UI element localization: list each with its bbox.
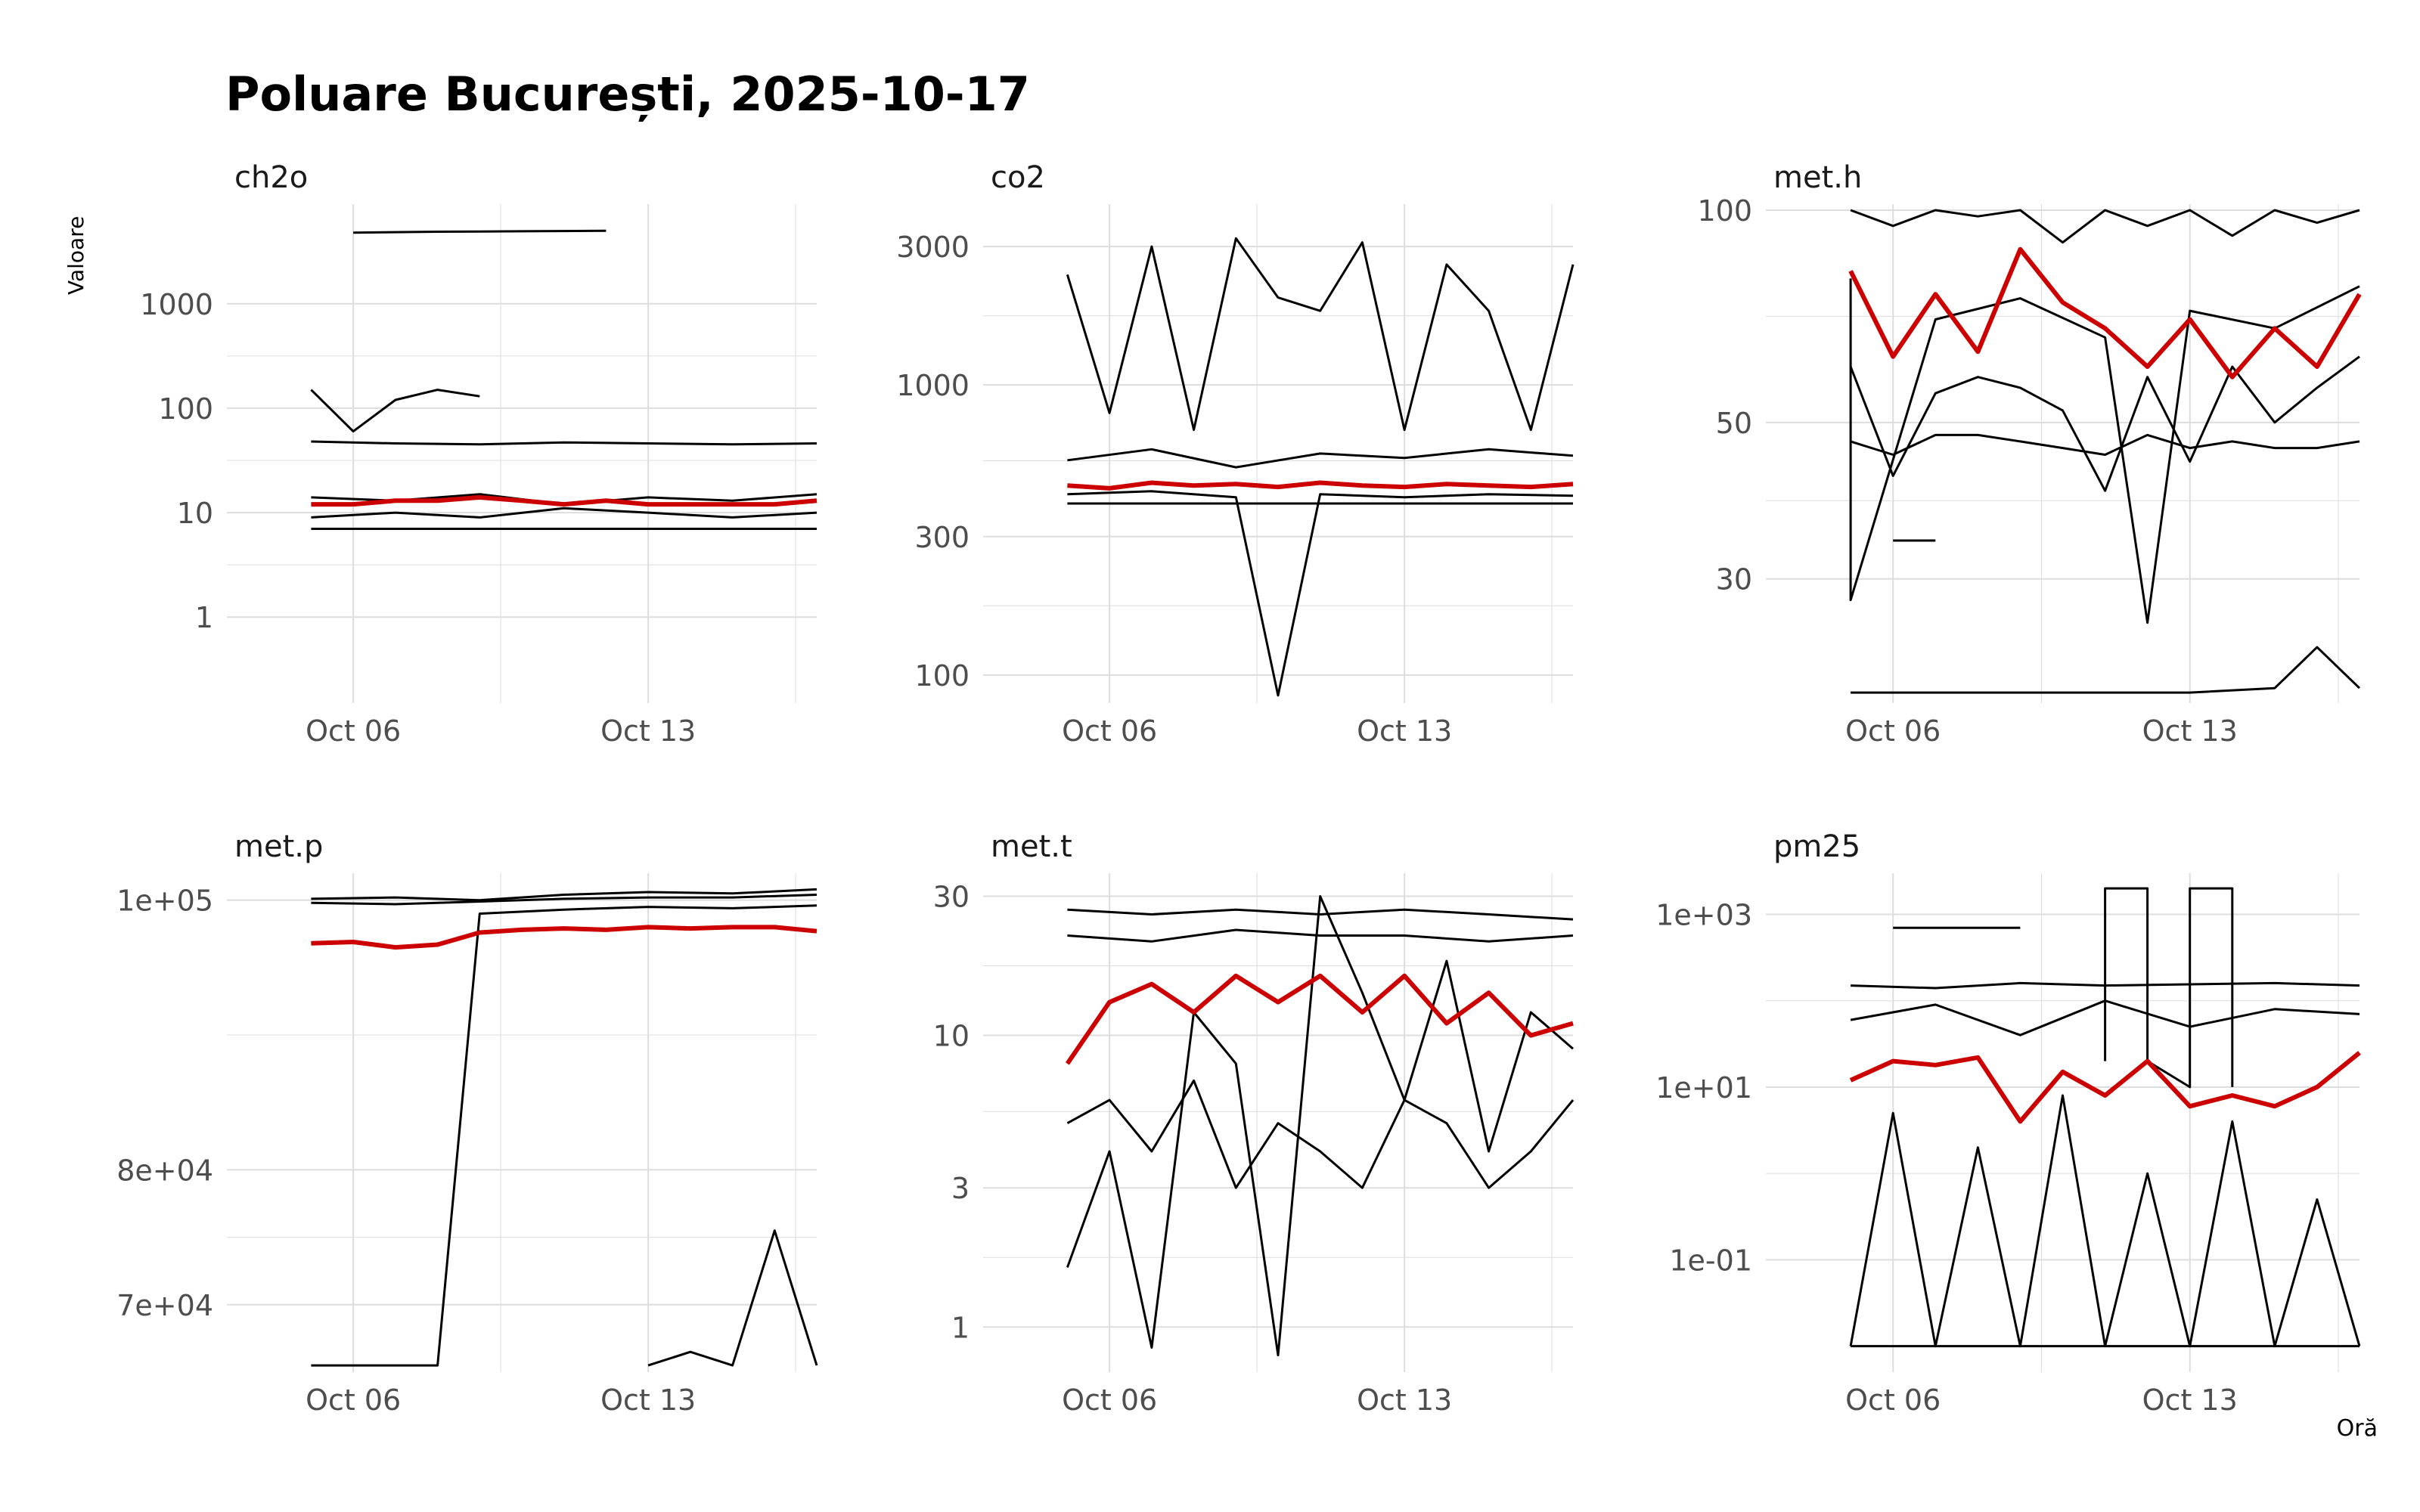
y-tick-label: 30 (933, 881, 970, 914)
sensor-series-line (1850, 209, 2360, 244)
y-tick-label: 3 (951, 1172, 970, 1205)
x-tick-label: Oct 13 (1357, 714, 1452, 748)
x-tick-label: Oct 13 (600, 1383, 696, 1417)
x-tick-label: Oct 06 (306, 1383, 401, 1417)
y-tick-label: 1000 (896, 369, 970, 402)
y-tick-label: 1 (195, 601, 213, 634)
y-tick-label: 10 (177, 497, 213, 530)
sensor-series-line (1849, 1094, 2361, 1348)
sensor-series-line (353, 229, 607, 234)
facet-label: co2 (991, 160, 1045, 195)
sensor-series-line (1849, 278, 2360, 624)
y-tick-label: 1 (951, 1311, 970, 1344)
facet-met-h: met.h 30 50 100 Oct 06 Oct 13 (1697, 160, 2362, 748)
sensor-series-line (2104, 887, 2234, 1089)
y-tick-label: 100 (914, 659, 970, 692)
mean-series-line (1848, 246, 2362, 380)
facet-met-t: met.t 1 3 10 30 Oct 06 Oct 13 (933, 829, 1575, 1417)
y-tick-label: 3000 (896, 231, 970, 264)
x-tick-label: Oct 13 (2142, 714, 2238, 748)
y-tick-label: 300 (914, 521, 970, 554)
x-tick-label: Oct 13 (1357, 1383, 1452, 1417)
y-tick-label: 1e+03 (1655, 898, 1752, 931)
x-tick-label: Oct 06 (1062, 1383, 1157, 1417)
y-tick-label: 7e+04 (116, 1289, 213, 1322)
sensor-series-line (311, 440, 818, 446)
y-tick-label: 1e-01 (1669, 1244, 1752, 1277)
y-tick-label: 100 (1697, 194, 1752, 228)
facet-label: met.t (991, 829, 1072, 864)
x-axis-label: Oră (2336, 1415, 2378, 1442)
y-tick-label: 50 (1716, 407, 1752, 440)
sensor-series-line (311, 904, 818, 1367)
facet-label: pm25 (1773, 829, 1860, 864)
sensor-series-line (1066, 237, 1575, 432)
x-tick-label: Oct 06 (1845, 1383, 1941, 1417)
sensor-series-line (1851, 646, 2361, 694)
mean-series-line (1067, 480, 1574, 491)
y-tick-label: 1e+05 (116, 885, 213, 918)
chart-title: Poluare București, 2025-10-17 (225, 67, 1030, 122)
y-tick-label: 8e+04 (116, 1154, 213, 1187)
facet-pm25: pm25 1e-01 1e+01 1e+03 Oct 06 Oct 13 (1655, 829, 2361, 1417)
mean-series-line (311, 925, 818, 950)
sensor-series-line (1067, 490, 1574, 697)
x-tick-label: Oct 13 (600, 714, 696, 748)
y-tick-label: 100 (158, 392, 213, 426)
sensor-series-line (311, 894, 818, 906)
mean-series-line (311, 494, 818, 507)
facet-ch2o: ch2o 1 10 100 1000 Oct 06 Oct 13 (140, 160, 818, 748)
y-tick-label: 30 (1716, 563, 1752, 596)
x-tick-label: Oct 06 (306, 714, 401, 748)
y-tick-label: 1e+01 (1655, 1071, 1752, 1105)
sensor-series-line (647, 1229, 818, 1367)
sensor-series-line (1066, 1079, 1575, 1189)
sensor-series-line (311, 888, 818, 902)
x-tick-label: Oct 06 (1062, 714, 1157, 748)
sensor-series-line (1067, 928, 1574, 943)
facet-label: met.p (234, 829, 323, 864)
sensor-series-line (311, 507, 818, 519)
mean-series-line (1065, 973, 1574, 1065)
facet-met-p: met.p 7e+04 8e+04 1e+05 Oct 06 Oct 13 (116, 829, 818, 1417)
mean-series-line (1849, 1051, 2361, 1124)
sensor-series-line (1066, 895, 1574, 1357)
x-tick-label: Oct 06 (1845, 714, 1941, 748)
y-tick-label: 10 (933, 1020, 970, 1053)
sensor-series-line (1067, 448, 1574, 469)
x-tick-label: Oct 13 (2142, 1383, 2238, 1417)
facet-co2: co2 100 300 1000 3000 Oct 06 Oct 13 (896, 160, 1575, 748)
sensor-series-line (1849, 355, 2360, 492)
sensor-series-line (1067, 908, 1574, 921)
facet-label: met.h (1773, 160, 1862, 195)
y-tick-label: 1000 (140, 288, 213, 321)
sensor-series-line (1850, 433, 2360, 456)
facet-label: ch2o (234, 160, 308, 195)
sensor-series-line (310, 389, 480, 433)
